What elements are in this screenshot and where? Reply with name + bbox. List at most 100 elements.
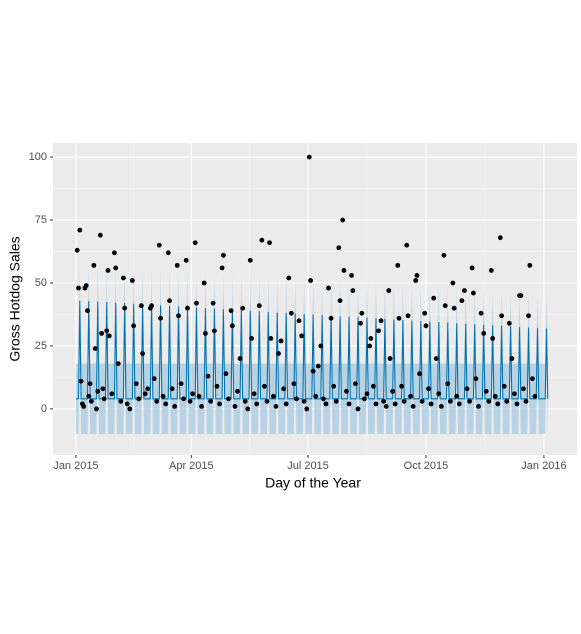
data-point	[467, 398, 472, 404]
data-point	[373, 401, 379, 407]
data-point	[399, 383, 405, 389]
data-point	[201, 280, 207, 286]
data-point	[267, 240, 272, 246]
data-point	[326, 285, 331, 291]
data-point	[81, 403, 87, 409]
data-point	[451, 305, 457, 311]
data-point	[158, 315, 163, 321]
data-point	[367, 343, 372, 349]
data-point	[341, 268, 347, 273]
data-point	[433, 356, 439, 361]
data-point	[133, 381, 139, 387]
data-point	[270, 393, 276, 399]
data-point	[315, 363, 321, 369]
data-point	[183, 257, 189, 263]
data-point	[395, 262, 401, 268]
data-point	[495, 401, 501, 407]
data-point	[359, 310, 365, 316]
data-point	[428, 401, 434, 407]
data-point	[408, 393, 413, 399]
x-tick-label: Jan 2015	[53, 460, 98, 472]
data-point	[264, 398, 270, 404]
data-point	[259, 237, 265, 243]
data-point	[328, 315, 334, 321]
data-point	[392, 401, 398, 407]
data-point	[527, 262, 533, 268]
data-point	[174, 262, 180, 268]
data-point	[156, 242, 162, 248]
data-point	[91, 262, 97, 268]
data-point	[276, 351, 281, 356]
data-point	[129, 278, 135, 283]
data-point	[291, 381, 297, 387]
data-point	[481, 330, 487, 336]
y-axis-title: Gross Hotdog Sales	[7, 236, 23, 361]
data-point	[94, 406, 99, 412]
data-point	[74, 247, 80, 253]
data-point	[281, 386, 287, 392]
data-point	[131, 323, 137, 329]
data-point	[288, 310, 294, 316]
data-point	[387, 356, 393, 361]
data-point	[87, 381, 93, 387]
data-point	[438, 403, 444, 409]
data-point	[323, 401, 329, 407]
data-point	[136, 396, 142, 402]
y-tick-label: 100	[29, 151, 47, 163]
data-point	[488, 268, 494, 273]
data-point	[459, 298, 465, 304]
data-point	[249, 336, 254, 341]
x-tick-label: Jul 2015	[287, 460, 329, 472]
data-point	[100, 386, 106, 392]
data-point	[86, 393, 92, 399]
data-point	[483, 388, 489, 394]
data-point	[85, 308, 90, 314]
data-point	[226, 396, 231, 402]
data-point	[419, 398, 425, 404]
data-point	[294, 396, 299, 402]
data-point	[526, 313, 531, 319]
data-point	[501, 383, 507, 389]
data-point	[304, 406, 310, 412]
data-point	[499, 313, 505, 319]
data-point	[104, 328, 110, 334]
data-point	[88, 398, 94, 404]
data-point	[247, 257, 253, 263]
y-tick-label: 25	[35, 340, 47, 352]
data-point	[296, 318, 302, 324]
data-point	[344, 388, 349, 394]
data-point	[203, 330, 208, 336]
data-point	[78, 378, 84, 384]
data-point	[364, 391, 370, 397]
data-point	[109, 391, 115, 397]
data-point	[464, 386, 470, 392]
data-point	[523, 398, 529, 404]
data-point	[122, 305, 128, 311]
data-point	[396, 315, 402, 321]
data-point	[95, 388, 101, 394]
data-point	[245, 406, 251, 412]
data-point	[235, 388, 240, 394]
data-point	[414, 273, 420, 278]
data-point	[368, 336, 374, 341]
data-point	[190, 391, 196, 397]
data-point	[301, 398, 307, 404]
data-point	[413, 278, 419, 283]
data-point	[113, 265, 119, 271]
data-point	[378, 318, 384, 324]
x-tick-label: Apr 2015	[169, 460, 214, 472]
data-point	[462, 288, 467, 293]
data-point	[105, 268, 111, 273]
data-point	[441, 252, 447, 258]
data-point	[112, 250, 117, 256]
data-point	[401, 398, 407, 404]
data-point	[178, 381, 184, 387]
data-point	[240, 305, 246, 311]
data-point	[160, 393, 166, 399]
data-point	[151, 376, 157, 382]
data-point	[220, 252, 226, 258]
data-point	[362, 396, 367, 402]
y-tick-label: 50	[35, 277, 47, 289]
data-point	[504, 398, 510, 404]
data-point	[299, 333, 305, 339]
